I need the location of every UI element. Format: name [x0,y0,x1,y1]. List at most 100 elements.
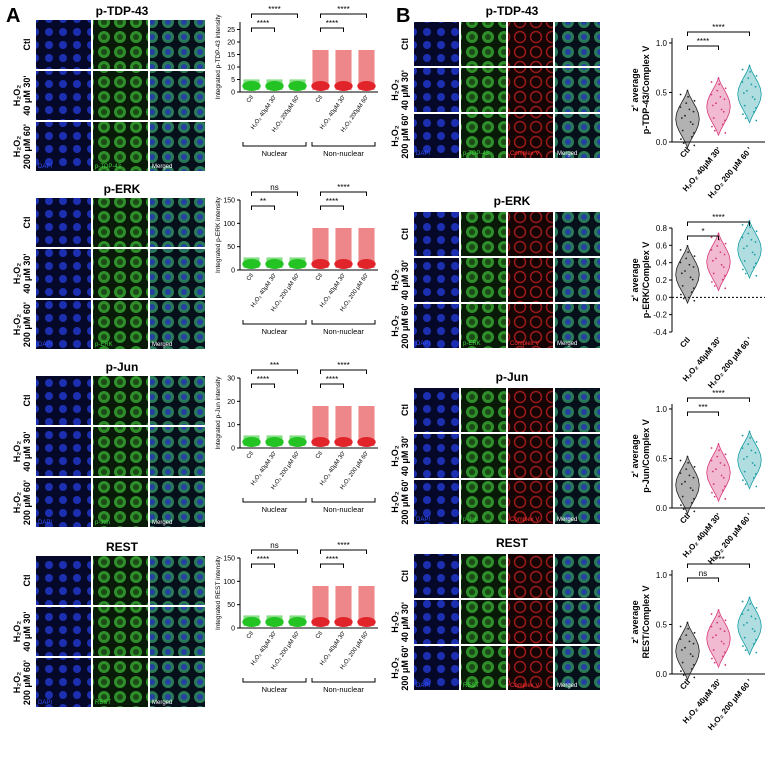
violin-dot [749,436,752,439]
violin-dot [741,600,744,603]
violin [706,76,731,137]
violin-dot [747,77,750,80]
violin-dot [713,129,716,132]
micrograph [36,376,91,425]
significance-label: **** [257,19,269,28]
violin-dot [723,274,726,277]
violin-dot [713,285,716,287]
violin-dot [742,624,745,626]
category-label: Ctl [678,146,692,160]
violin-dot [688,108,691,111]
violin-dot [723,98,726,101]
dot-cluster [265,259,284,269]
row-label: H₂O₂ [390,315,400,337]
significance-label: **** [326,197,338,206]
micrograph [150,478,205,527]
violin-dot [679,638,682,641]
violin-dot [721,489,724,492]
micrograph [508,114,553,158]
dot-cloud [335,228,352,268]
violin-dot [711,259,714,262]
violin-dot [680,670,682,673]
channel-label: DAPI [38,342,52,348]
violin-dot [679,261,682,264]
y-axis-label: REST/Complex V [641,585,651,658]
violins [675,430,762,515]
group-bracket [311,142,376,147]
violin-dot [749,602,752,605]
significance-bracket [687,577,719,582]
row-label: 40 μM 30' [22,75,32,115]
violin-dot [679,106,682,109]
micrograph [555,22,600,66]
dot-cluster [311,437,330,447]
row-label: 200 μM 60' [22,480,32,525]
violin-dot [711,281,713,283]
micrograph [508,554,553,598]
y-tick-label: 0.0 [656,138,668,147]
block-title: p-Jun [106,360,139,374]
violin-dot [715,634,717,637]
dot-cluster [242,617,261,627]
violin-dot [722,266,725,269]
y-tick-label: 25 [227,27,235,34]
channel-label: Merged [557,341,577,347]
violin-dot [755,485,758,488]
violin-dot [747,443,750,446]
violin-dot [688,474,691,477]
significance-label: **** [326,19,338,28]
violin-dot [754,262,757,265]
dot-cluster [288,437,307,447]
violin-dot [754,617,757,620]
significance-label: **** [337,5,349,14]
category-label: Ctl [246,451,255,460]
significance-bracket [320,369,367,374]
micrograph [508,646,553,690]
violin-dot [685,102,688,105]
row-label: 200 μM 60' [400,645,410,690]
group-label: Non-nuclear [323,685,364,694]
dot-cluster [334,81,353,91]
block-title: p-Jun [496,370,529,384]
row-label: Ctl [22,575,32,587]
y-tick-label: 0.5 [656,454,668,463]
significance-label: **** [712,213,724,222]
dot-cloud [358,406,375,446]
violin-dot [691,489,694,492]
micrograph [555,554,600,598]
violin-dot [684,646,686,649]
channel-label: p-TDP-43 [95,164,122,170]
y-tick-label: 100 [223,221,235,228]
violin-dot [692,497,695,500]
channel-label: DAPI [416,683,430,689]
micrograph [555,114,600,158]
violin-dot [752,642,755,645]
micrograph [36,122,91,171]
axis [239,558,378,629]
violin-dot [717,443,720,445]
channel-label: p-ERK [95,342,113,348]
violin-dot [690,501,693,504]
violin-dot [680,293,682,296]
y-tick-label: 0.0 [656,670,668,679]
channel-label: Merged [152,164,172,170]
violin-dot [750,83,753,86]
y-tick-label: 50 [227,602,235,609]
micrograph [36,556,91,605]
violin-dot [753,464,756,467]
row-label: 40 μM 30' [22,253,32,293]
row-label: Ctl [400,570,410,582]
micrograph [414,258,459,302]
category-label: Ctl [315,451,324,460]
violin-dot [722,476,725,479]
violin-dot [717,609,720,611]
micrograph [36,249,91,298]
y-axis-label: p-ERK/Complex V [641,242,651,319]
violin-dot [691,655,694,658]
y-tick-label: 0 [231,446,235,453]
micrograph [93,556,148,605]
row-label: H₂O₂ [390,611,400,633]
micrograph [36,20,91,69]
violin-dot [750,615,753,618]
